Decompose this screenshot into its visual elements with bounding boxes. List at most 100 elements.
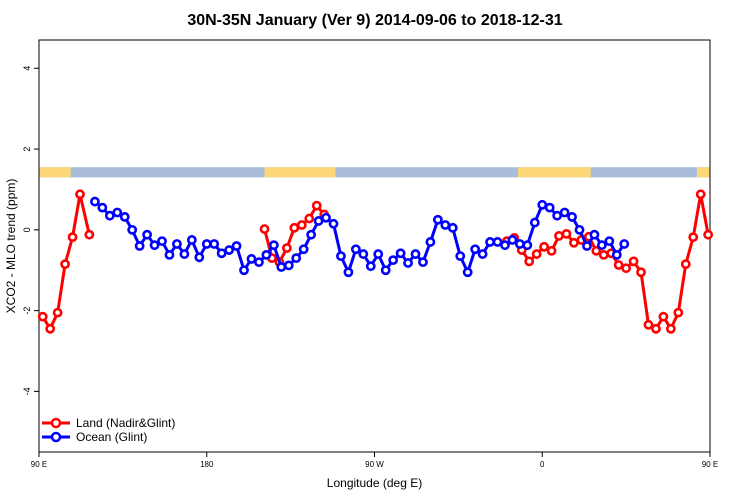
legend-label-ocean: Ocean (Glint)	[76, 430, 147, 444]
data-point-ocean	[97, 202, 108, 213]
x-tick-label: 90 W	[365, 460, 384, 469]
data-point-land	[531, 249, 542, 259]
data-point-land	[636, 267, 646, 278]
data-point-ocean	[224, 245, 235, 255]
data-point-land	[621, 263, 632, 274]
data-point-land	[673, 307, 684, 318]
data-point-ocean	[157, 236, 167, 247]
data-point-ocean	[231, 241, 242, 251]
data-point-ocean	[470, 244, 481, 255]
data-point-ocean	[440, 220, 451, 230]
data-point-ocean	[559, 207, 570, 218]
legend-item-ocean: Ocean (Glint)	[42, 430, 147, 444]
y-axis: 4 2 0 -2 -4	[22, 66, 39, 395]
data-point-ocean	[365, 261, 376, 272]
data-point-ocean	[127, 224, 138, 235]
data-point-ocean	[149, 240, 160, 251]
surface-band-land	[696, 167, 710, 178]
data-point-ocean	[522, 240, 533, 251]
data-point-ocean	[119, 212, 130, 222]
data-point-land	[695, 189, 706, 200]
data-point-ocean	[574, 224, 585, 235]
data-point-ocean	[418, 257, 428, 268]
series-ocean	[90, 196, 630, 278]
data-point-ocean	[582, 241, 592, 251]
data-point-land	[598, 249, 609, 260]
data-point-land	[304, 213, 315, 224]
data-point-land	[289, 222, 300, 233]
data-point-land	[37, 311, 48, 322]
data-point-ocean	[343, 267, 354, 278]
data-point-ocean	[604, 236, 615, 247]
data-point-land	[45, 323, 56, 334]
data-point-land	[52, 307, 63, 318]
series-land	[37, 189, 714, 334]
y-tick-label: 4	[22, 66, 32, 71]
data-point-ocean	[544, 202, 555, 213]
data-point-ocean	[90, 196, 100, 207]
data-point-land	[296, 220, 307, 230]
series-layer	[37, 189, 714, 334]
data-point-ocean	[261, 249, 272, 260]
data-point-ocean	[321, 212, 331, 223]
data-point-ocean	[611, 249, 622, 260]
data-point-ocean	[142, 229, 153, 240]
x-axis-label: Longitude (deg E)	[327, 476, 422, 490]
data-point-ocean	[164, 249, 175, 260]
x-axis: 90 E 180 90 W 0 90 E	[31, 452, 718, 469]
data-point-land	[259, 224, 270, 234]
data-point-land	[613, 260, 624, 270]
data-point-ocean	[619, 239, 630, 249]
surface-type-band	[39, 167, 710, 178]
data-point-land	[546, 245, 557, 256]
data-point-ocean	[358, 249, 369, 259]
data-point-ocean	[283, 260, 294, 271]
legend-item-land: Land (Nadir&Glint)	[42, 416, 175, 430]
data-point-ocean	[216, 248, 227, 259]
data-point-ocean	[596, 240, 607, 251]
data-point-land	[688, 232, 699, 243]
legend-label-land: Land (Nadir&Glint)	[76, 416, 175, 430]
data-point-ocean	[246, 254, 257, 264]
data-point-land	[561, 228, 572, 239]
data-point-ocean	[447, 222, 458, 233]
x-tick-label: 180	[200, 460, 214, 469]
data-point-ocean	[485, 237, 495, 247]
data-point-land	[628, 256, 639, 267]
data-point-ocean	[373, 249, 384, 259]
legend: Land (Nadir&Glint) Ocean (Glint)	[42, 416, 175, 444]
data-point-land	[703, 229, 714, 240]
data-point-land	[281, 243, 292, 253]
x-tick-label: 0	[540, 460, 545, 469]
surface-band-land	[39, 167, 71, 178]
data-point-ocean	[425, 237, 436, 247]
data-point-ocean	[306, 229, 317, 240]
data-point-land	[524, 256, 535, 267]
data-point-ocean	[492, 237, 503, 247]
data-point-ocean	[500, 240, 510, 251]
data-point-ocean	[179, 249, 190, 259]
data-point-ocean	[172, 239, 182, 249]
y-tick-label: 2	[22, 147, 32, 152]
data-point-land	[658, 311, 669, 322]
data-point-ocean	[589, 229, 600, 240]
data-point-ocean	[388, 255, 399, 266]
data-point-land	[60, 259, 70, 270]
data-point-land	[75, 189, 85, 200]
y-tick-label: -4	[22, 387, 32, 395]
data-point-ocean	[567, 212, 577, 222]
data-point-ocean	[112, 207, 123, 218]
data-point-ocean	[268, 240, 279, 251]
data-point-ocean	[201, 239, 212, 249]
data-point-ocean	[529, 217, 540, 228]
data-point-ocean	[134, 241, 145, 251]
data-point-ocean	[537, 199, 548, 210]
data-point-ocean	[186, 235, 197, 245]
legend-marker-ocean	[50, 431, 62, 443]
chart-title: 30N-35N January (Ver 9) 2014-09-06 to 20…	[187, 12, 562, 29]
data-point-ocean	[291, 253, 302, 264]
data-point-ocean	[403, 258, 413, 268]
data-point-ocean	[410, 249, 421, 259]
surface-band-land	[518, 167, 591, 178]
legend-marker-land	[50, 417, 62, 429]
